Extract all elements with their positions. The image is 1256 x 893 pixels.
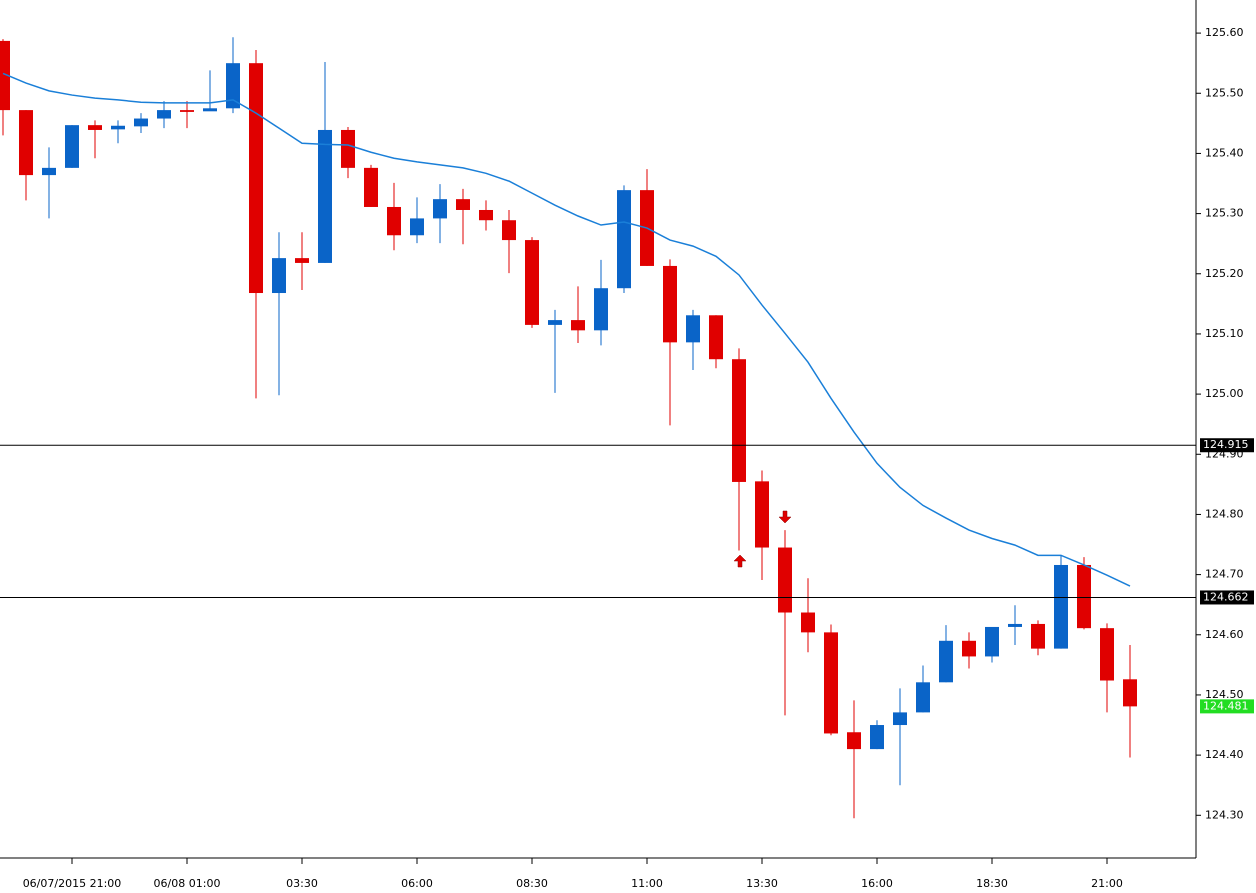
- candle-body: [548, 320, 562, 325]
- candle-body: [479, 209, 493, 221]
- candle-body: [295, 258, 309, 263]
- candle-body: [985, 626, 999, 657]
- y-tick-label: 124.80: [1205, 507, 1244, 520]
- candle-body: [42, 167, 56, 176]
- candle-body: [755, 481, 769, 548]
- level-label-box: [1200, 590, 1254, 605]
- level-label: 124.662: [1203, 590, 1249, 603]
- y-tick-label: 124.30: [1205, 808, 1244, 821]
- x-tick-label: 21:00: [1091, 877, 1123, 890]
- x-tick-label: 13:30: [746, 877, 778, 890]
- candle-body: [686, 315, 700, 343]
- last-price-box: [1200, 699, 1254, 714]
- last-price-label: 124.481: [1203, 699, 1249, 712]
- candle-body: [1031, 623, 1045, 649]
- candle-body: [1100, 628, 1114, 681]
- candle-body: [916, 682, 930, 713]
- candle-body: [1008, 623, 1022, 627]
- candle-body: [1077, 564, 1091, 629]
- y-tick-label: 125.10: [1205, 327, 1244, 340]
- candle-body: [433, 199, 447, 219]
- candle-body: [571, 320, 585, 331]
- buy-arrow: [733, 554, 747, 568]
- candle-body: [617, 190, 631, 289]
- x-tick-label: 11:00: [631, 877, 663, 890]
- x-tick-label: 18:30: [976, 877, 1008, 890]
- candle-body: [502, 220, 516, 241]
- candle-body: [801, 612, 815, 633]
- candle-body: [111, 125, 125, 130]
- y-tick-label: 124.40: [1205, 748, 1244, 761]
- candle-body: [962, 640, 976, 657]
- x-tick-label: 06/08 01:00: [154, 877, 221, 890]
- candle-body: [663, 265, 677, 343]
- candle-body: [226, 63, 240, 109]
- candle-body: [134, 118, 148, 127]
- candle-body: [88, 125, 102, 130]
- candle-body: [318, 129, 332, 263]
- candle-body: [364, 167, 378, 207]
- candle-body: [0, 40, 10, 111]
- candle-body: [594, 288, 608, 331]
- level-label: 124.915: [1203, 438, 1249, 451]
- candle-body: [180, 110, 194, 112]
- y-tick-label: 125.40: [1205, 146, 1244, 159]
- y-tick-label: 125.20: [1205, 267, 1244, 280]
- candle-body: [525, 240, 539, 325]
- candle-body: [157, 110, 171, 119]
- candle-body: [870, 725, 884, 750]
- moving-average: [2, 72, 1131, 587]
- candle-body: [847, 732, 861, 750]
- x-tick-label: 16:00: [861, 877, 893, 890]
- y-tick-label: 125.60: [1205, 26, 1244, 39]
- sell-arrow: [778, 510, 792, 524]
- x-tick-label: 06/07/2015 21:00: [23, 877, 122, 890]
- y-tick-label: 124.60: [1205, 628, 1244, 641]
- x-tick-label: 03:30: [286, 877, 318, 890]
- level-label-box: [1200, 438, 1254, 453]
- candle-body: [939, 640, 953, 683]
- x-tick-label: 08:30: [516, 877, 548, 890]
- candle-body: [1123, 679, 1137, 707]
- candle-body: [249, 63, 263, 294]
- y-tick-label: 125.00: [1205, 387, 1244, 400]
- candle-body: [341, 129, 355, 168]
- candle-body: [65, 125, 79, 168]
- candle-body: [824, 632, 838, 734]
- plot-area: [0, 37, 1137, 819]
- candle-body: [778, 547, 792, 613]
- candle-body: [709, 315, 723, 360]
- candle-body: [387, 206, 401, 236]
- candle-body: [456, 199, 470, 210]
- x-tick-label: 06:00: [401, 877, 433, 890]
- candle-body: [732, 359, 746, 482]
- candle-body: [1054, 564, 1068, 649]
- candle-body: [893, 712, 907, 726]
- candle-body: [410, 218, 424, 236]
- y-tick-label: 125.50: [1205, 86, 1244, 99]
- candle-body: [272, 258, 286, 294]
- candle-body: [203, 108, 217, 112]
- candle-body: [19, 110, 33, 176]
- y-tick-label: 125.30: [1205, 207, 1244, 220]
- y-tick-label: 124.70: [1205, 568, 1244, 581]
- y-tick-label: 124.50: [1205, 688, 1244, 701]
